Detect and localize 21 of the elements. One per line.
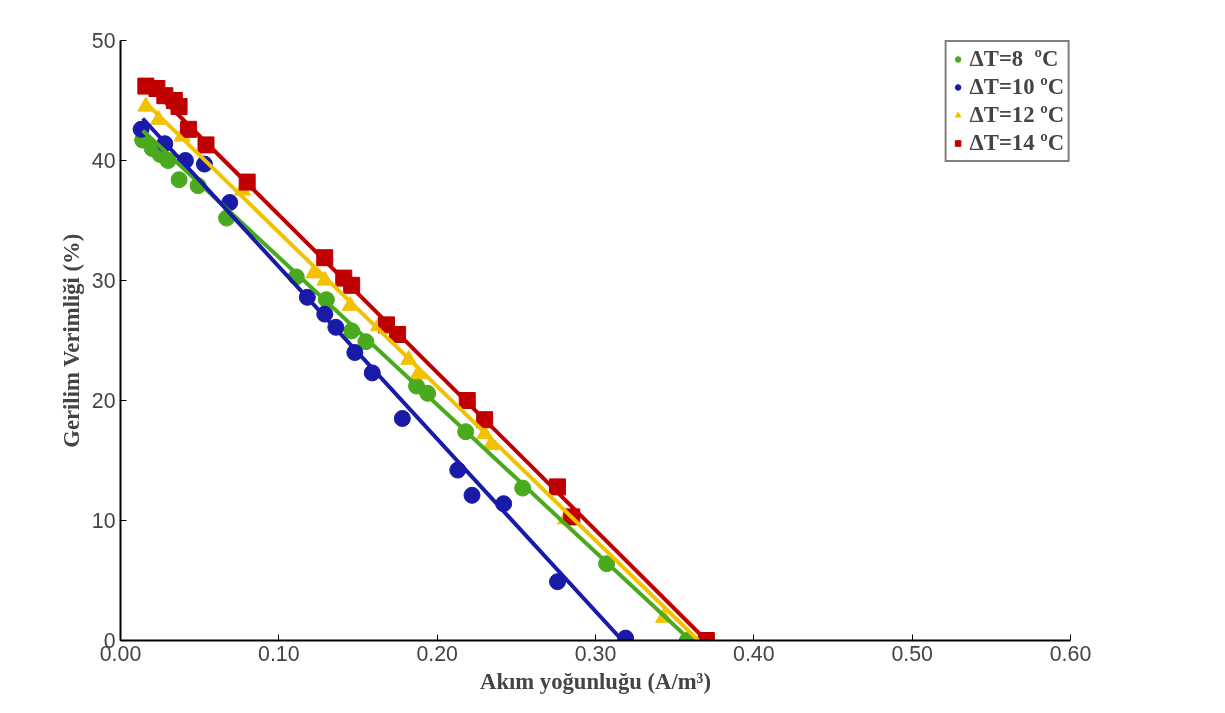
y-tick-label: 10 bbox=[91, 509, 116, 533]
y-axis-title: Gerilim Verimliği (%) bbox=[58, 233, 84, 448]
point bbox=[463, 486, 481, 504]
legend-label: ΔT=8 ºC bbox=[969, 46, 1059, 72]
legend-label: ΔT=10 ºC bbox=[969, 74, 1064, 100]
x-tick-label: 0.20 bbox=[416, 641, 459, 666]
x-tick-label: 0.60 bbox=[1049, 641, 1092, 666]
legend-label: ΔT=14 ºC bbox=[969, 130, 1064, 156]
y-tick-label: 50 bbox=[91, 29, 116, 53]
y-tick-label: 40 bbox=[91, 149, 116, 173]
x-tick-label: 0.30 bbox=[574, 641, 617, 666]
x-tick-label: 0.10 bbox=[258, 641, 300, 666]
point bbox=[549, 573, 566, 591]
y-tick-label: 20 bbox=[91, 389, 116, 413]
y-tick-label: 30 bbox=[91, 269, 116, 293]
legend-label: ΔT=12 ºC bbox=[969, 102, 1064, 128]
x-tick-label: 0.40 bbox=[733, 641, 775, 666]
x-axis-title: Akım yoğunluğu (A/m³) bbox=[480, 668, 711, 694]
point bbox=[170, 171, 188, 189]
x-tick-label: 0.50 bbox=[891, 641, 934, 666]
point bbox=[393, 410, 411, 427]
